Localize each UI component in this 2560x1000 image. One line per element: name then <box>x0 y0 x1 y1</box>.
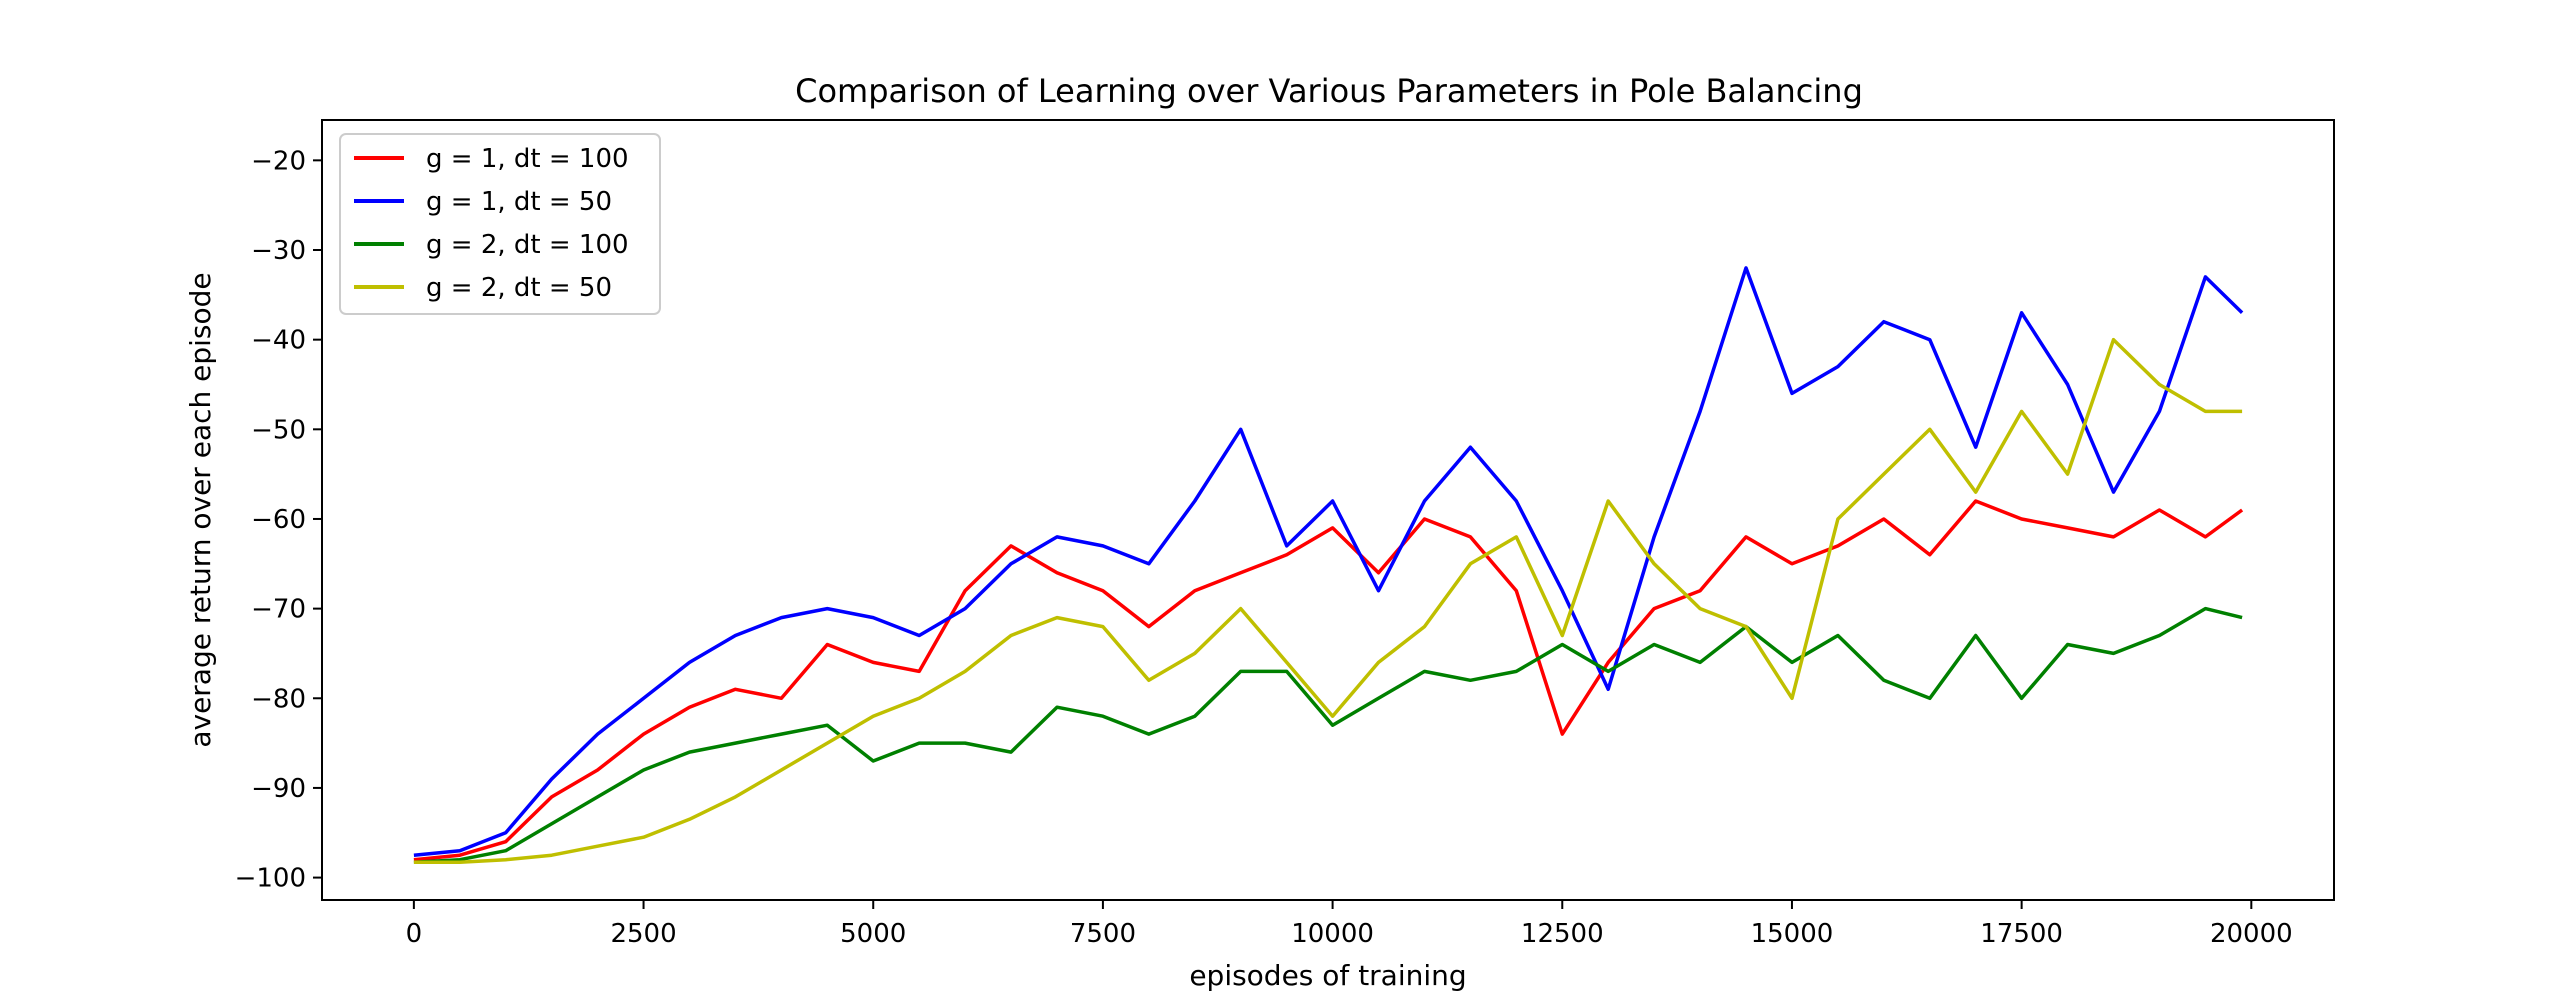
legend-label-g1-dt100: g = 1, dt = 100 <box>426 144 629 174</box>
series-lines <box>413 266 2244 865</box>
x-tick-label: 7500 <box>1070 919 1136 949</box>
x-tick-label: 17500 <box>1980 919 2063 949</box>
y-tick-label: −20 <box>251 146 306 176</box>
y-tick-label: −100 <box>235 864 306 894</box>
legend-label-g2-dt50: g = 2, dt = 50 <box>426 273 612 303</box>
x-tick-label: 5000 <box>840 919 906 949</box>
series-line-2 <box>413 606 2243 865</box>
y-tick-label: −60 <box>251 505 306 535</box>
y-axis-title: average return over each episode <box>184 272 217 747</box>
chart-title: Comparison of Learning over Various Para… <box>795 72 1863 110</box>
y-tick-label: −40 <box>251 326 306 356</box>
series-line-1 <box>413 266 2244 857</box>
plot-area-frame <box>321 119 2335 901</box>
y-tick-label: −30 <box>251 236 306 266</box>
x-axis-ticks: 0 2500 5000 7500 10000 12500 15000 17500 20000 <box>406 900 2293 949</box>
x-tick-label: 20000 <box>2210 919 2293 949</box>
x-tick-label: 12500 <box>1521 919 1604 949</box>
x-tick-label: 15000 <box>1751 919 1834 949</box>
y-tick-label: −80 <box>251 684 306 714</box>
legend-label-g2-dt100: g = 2, dt = 100 <box>426 230 629 260</box>
x-tick-label: 2500 <box>610 919 676 949</box>
legend-box <box>339 133 661 315</box>
series-line-0 <box>413 499 2244 862</box>
y-axis-ticks: −100 −90 −80 −70 −60 −50 −40 −30 −20 <box>235 146 322 894</box>
legend-label-g1-dt50: g = 1, dt = 50 <box>426 187 612 217</box>
y-tick-label: −50 <box>251 415 306 445</box>
x-axis-title: episodes of training <box>1189 959 1466 992</box>
x-tick-label: 10000 <box>1291 919 1374 949</box>
x-tick-label: 0 <box>406 919 423 949</box>
y-tick-label: −90 <box>251 774 306 804</box>
legend: g = 1, dt = 100 g = 1, dt = 50 g = 2, dt… <box>339 133 661 315</box>
y-tick-label: −70 <box>251 595 306 625</box>
series-line-3 <box>413 337 2243 865</box>
